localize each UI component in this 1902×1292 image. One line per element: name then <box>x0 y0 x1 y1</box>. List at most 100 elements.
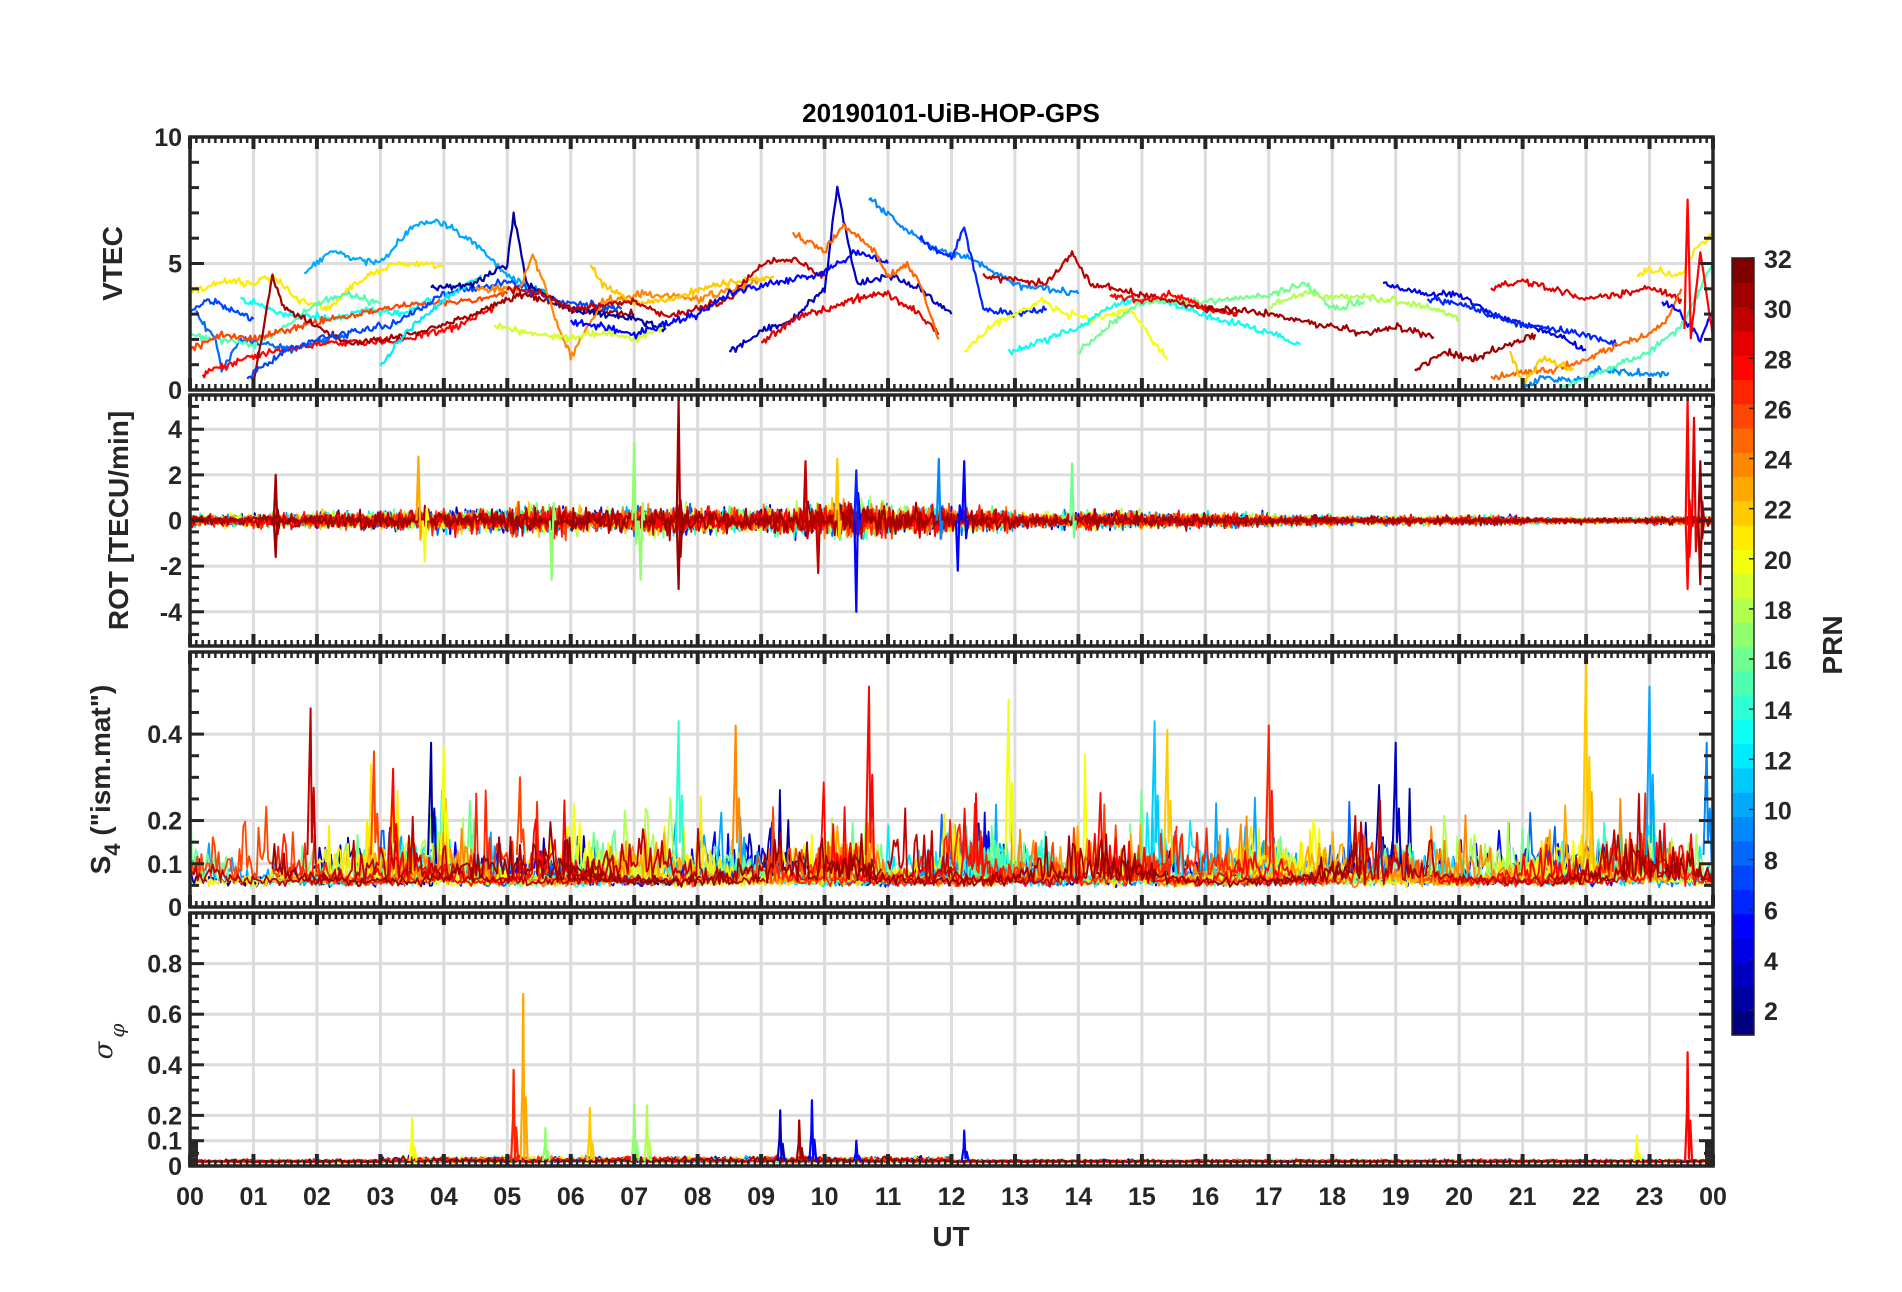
colorbar-swatch-prn-4 <box>1732 937 1754 963</box>
colorbar-swatch-prn-13 <box>1732 719 1754 745</box>
series-prn-29 <box>1490 278 1683 305</box>
y-axis-label: ROT [TECU/min] <box>103 411 134 630</box>
series-prn-27 <box>1264 724 1275 864</box>
colorbar-tick-label: 12 <box>1764 747 1792 775</box>
series-prn-9 <box>868 197 1080 297</box>
series-prn-2 <box>427 741 438 864</box>
x-tick-label: 13 <box>1001 1183 1029 1211</box>
colorbar-swatch-prn-21 <box>1732 525 1754 550</box>
series-prn-6 <box>1426 295 1619 347</box>
colorbar-swatch-prn-24 <box>1732 452 1754 478</box>
series-prn-5 <box>954 504 963 572</box>
colorbar-swatch-prn-32 <box>1732 258 1754 283</box>
series-prn-5 <box>808 1099 818 1161</box>
series-prn-14 <box>674 720 685 864</box>
colorbar-swatch-prn-26 <box>1732 403 1754 429</box>
series-prn-31 <box>1697 500 1706 586</box>
y-axis-label: S4 ("ism.mat") <box>85 685 125 875</box>
colorbar-swatch-prn-8 <box>1732 840 1754 866</box>
colorbar-tick-label: 28 <box>1764 346 1792 374</box>
x-tick-label: 23 <box>1636 1183 1664 1211</box>
series-prn-18 <box>1268 290 1461 323</box>
series-prn-9 <box>935 457 944 541</box>
colorbar-swatch-prn-25 <box>1732 427 1754 453</box>
y-label-subscript: 4 <box>100 843 125 856</box>
data-lines <box>190 655 1713 889</box>
series-prn-31 <box>795 1119 805 1162</box>
series-prn-26 <box>190 290 509 352</box>
x-tick-label: 00 <box>176 1183 204 1211</box>
series-prn-27 <box>1494 792 1713 888</box>
colorbar-swatch-prn-9 <box>1732 816 1754 842</box>
y-tick-label: 0.1 <box>147 1128 182 1156</box>
series-prn-27 <box>1122 827 1372 887</box>
series-prn-15 <box>1553 262 1713 390</box>
series-prn-26 <box>369 750 381 864</box>
series-prn-20 <box>408 1116 418 1162</box>
series-prn-30 <box>190 815 622 887</box>
colorbar-swatch-prn-14 <box>1732 695 1754 720</box>
series-prn-19 <box>493 322 667 344</box>
axes-frame <box>188 911 1715 1168</box>
series-prn-17 <box>630 1104 640 1162</box>
x-tick-label: 08 <box>684 1183 712 1211</box>
colorbar-swatch-prn-10 <box>1732 792 1754 818</box>
x-axis-label: UT <box>932 1221 969 1252</box>
series-prn-22 <box>1581 655 1593 864</box>
series-prn-20 <box>421 507 430 563</box>
x-tick-label: 15 <box>1128 1183 1156 1211</box>
x-tick-label: 11 <box>875 1183 902 1211</box>
panel-vtec: 0 5 10 VTEC <box>97 124 1715 405</box>
series-prn-12 <box>379 274 483 367</box>
colorbar-tick-label: 16 <box>1764 647 1792 675</box>
series-prn-11 <box>1150 720 1161 864</box>
colorbar-swatch-prn-30 <box>1732 306 1754 332</box>
series-prn-31 <box>547 832 883 888</box>
series-prn-5 <box>960 1129 970 1162</box>
series-prn-10 <box>1645 685 1656 864</box>
colorbar-swatch-prn-20 <box>1732 549 1754 575</box>
colorbar-tick-label: 18 <box>1764 597 1792 625</box>
y-tick-label: 0.6 <box>147 1001 182 1029</box>
series-prn-20 <box>1004 698 1015 864</box>
colorbar-tick-label: 30 <box>1764 296 1792 324</box>
x-tick-label: 07 <box>620 1183 648 1211</box>
data-lines <box>190 398 1713 613</box>
colorbar-swatch-prn-19 <box>1732 573 1754 599</box>
x-tick-label: 04 <box>430 1183 458 1211</box>
series-prn-3 <box>1391 741 1402 864</box>
series-prn-29 <box>1691 416 1699 553</box>
y-tick-label: 4 <box>168 416 182 444</box>
colorbar-tick-label: 32 <box>1764 246 1792 274</box>
series-prn-30 <box>887 807 1081 888</box>
series-prn-24 <box>731 724 742 864</box>
axes-frame <box>188 135 1715 392</box>
series-prn-31 <box>272 473 281 536</box>
colorbar-swatch-prn-31 <box>1732 282 1754 308</box>
x-tick-label: 09 <box>747 1183 775 1211</box>
series-prn-28 <box>388 767 400 864</box>
series-prn-15 <box>190 290 382 350</box>
x-tick-label: 17 <box>1255 1183 1283 1211</box>
colorbar-tick-label: 8 <box>1764 848 1778 876</box>
series-prn-17 <box>631 441 640 545</box>
series-prn-9 <box>1702 741 1713 864</box>
series-prn-22 <box>1508 350 1575 385</box>
panel-rot: -4 -2 0 2 4 ROT [TECU/min] <box>103 393 1715 648</box>
series-prn-17 <box>548 501 557 581</box>
series-prn-6 <box>918 226 1048 318</box>
colorbar-label: PRN <box>1817 615 1848 674</box>
y-tick-label: 0.8 <box>147 951 182 979</box>
series-prn-31 <box>1204 305 1435 340</box>
series-prn-23 <box>519 992 529 1161</box>
x-tick-label: 16 <box>1191 1183 1219 1211</box>
colorbar-tick-label: 6 <box>1764 898 1778 926</box>
series-prn-31 <box>190 500 1713 542</box>
series-prn-25 <box>791 223 940 340</box>
colorbar-swatch-prn-29 <box>1732 330 1754 356</box>
colorbar-swatch-prn-18 <box>1732 597 1754 623</box>
colorbar-swatch-prn-23 <box>1732 476 1754 502</box>
series-prn-21 <box>1636 232 1713 278</box>
series-prn-22 <box>586 1106 596 1162</box>
